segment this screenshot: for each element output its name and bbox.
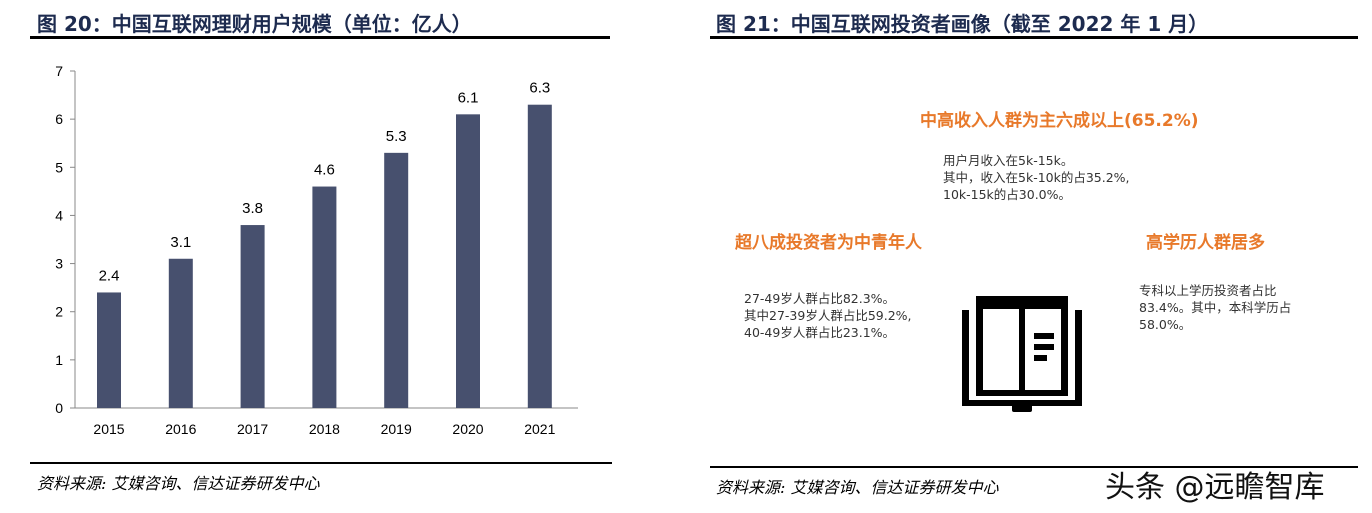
y-tick-label: 7 bbox=[55, 63, 63, 79]
y-tick-label: 0 bbox=[55, 400, 63, 416]
x-tick-label: 2015 bbox=[93, 421, 124, 437]
data-label: 6.1 bbox=[458, 89, 479, 106]
watermark: 头条 @远瞻智库 bbox=[1105, 470, 1325, 505]
data-label: 3.1 bbox=[170, 234, 191, 251]
bar-2015 bbox=[97, 292, 121, 408]
bar-chart: 0 1 2 3 4 5 6 7 2.4 2015 3.1 2016 3.8 2017 4.6 2018 5.3 2… bbox=[55, 63, 578, 437]
bar-2021 bbox=[527, 104, 552, 408]
left-chart-title: 图 20：中国互联网理财用户规模（单位：亿人） bbox=[37, 12, 472, 36]
x-tick-label: 2016 bbox=[165, 421, 196, 437]
age-heading: 超八成投资者为中青年人 bbox=[735, 233, 922, 253]
right-title-rule bbox=[710, 36, 1358, 39]
bar-2019 bbox=[384, 152, 409, 408]
bar-2016 bbox=[168, 258, 193, 408]
income-heading: 中高收入人群为主六成以上(65.2%) bbox=[920, 111, 1199, 131]
y-tick-label: 6 bbox=[55, 111, 63, 127]
y-tick-label: 2 bbox=[55, 304, 63, 320]
left-source: 资料来源: 艾媒咨询、信达证券研发中心 bbox=[37, 474, 320, 493]
data-label: 3.8 bbox=[242, 200, 263, 217]
right-source-rule bbox=[710, 466, 1358, 468]
left-title-rule bbox=[30, 36, 610, 39]
y-tick-label: 4 bbox=[55, 207, 63, 223]
x-tick-label: 2017 bbox=[237, 421, 268, 437]
data-label: 2.4 bbox=[99, 267, 120, 284]
y-tick-label: 3 bbox=[55, 256, 63, 272]
x-tick-label: 2019 bbox=[381, 421, 412, 437]
age-text: 27-49岁人群占比82.3%。 其中27-39岁人群占比59.2%, 40-4… bbox=[744, 291, 912, 340]
x-tick-label: 2021 bbox=[524, 421, 555, 437]
y-tick-label: 5 bbox=[55, 159, 63, 175]
education-text: 专科以上学历投资者占比 83.4%。其中，本科学历占 58.0%。 bbox=[1139, 283, 1292, 332]
book-icon bbox=[962, 296, 1082, 412]
education-heading: 高学历人群居多 bbox=[1146, 233, 1265, 253]
x-tick-label: 2018 bbox=[309, 421, 340, 437]
left-source-rule bbox=[30, 462, 612, 464]
data-label: 4.6 bbox=[314, 162, 335, 179]
y-tick-label: 1 bbox=[55, 352, 63, 368]
bar-2020 bbox=[456, 114, 480, 408]
right-source: 资料来源: 艾媒咨询、信达证券研发中心 bbox=[716, 478, 999, 497]
income-text: 用户月收入在5k-15k。 其中，收入在5k-10k的占35.2%, 10k-1… bbox=[943, 153, 1130, 202]
right-chart-title: 图 21：中国互联网投资者画像（截至 2022 年 1 月） bbox=[716, 12, 1209, 36]
bar-2018 bbox=[312, 186, 337, 408]
data-label: 5.3 bbox=[386, 128, 407, 145]
bar-2017 bbox=[240, 225, 265, 408]
data-label: 6.3 bbox=[529, 80, 550, 97]
x-tick-label: 2020 bbox=[452, 421, 483, 437]
